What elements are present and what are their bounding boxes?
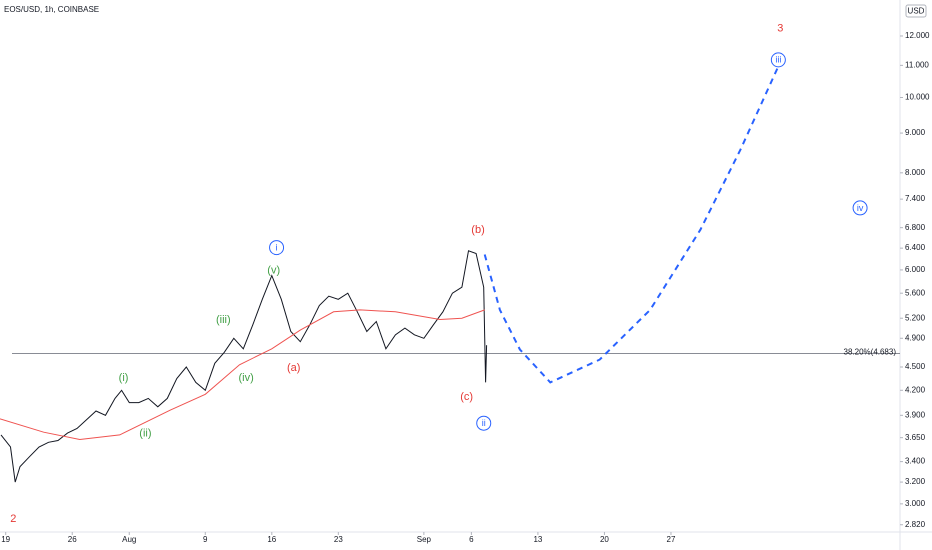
y-tick-label: 9.000 <box>905 128 926 137</box>
x-tick-label: 26 <box>68 535 77 544</box>
series-line <box>483 61 782 384</box>
wave-label: (iv) <box>239 372 254 384</box>
x-tick-label: Sep <box>417 535 432 544</box>
y-tick-label: 3.900 <box>905 410 926 419</box>
y-tick-label: 10.000 <box>905 93 930 102</box>
chart-title: EOS/USD, 1h, COINBASE <box>4 5 99 14</box>
y-tick-label: 11.000 <box>905 60 929 69</box>
x-tick-label: 23 <box>334 535 343 544</box>
y-tick-label: 12.000 <box>905 31 930 40</box>
wave-label: i <box>276 242 278 252</box>
wave-label: ii <box>482 418 486 428</box>
x-tick-label: 9 <box>203 535 208 544</box>
x-tick-label: 6 <box>469 535 474 544</box>
wave-label: iv <box>857 203 864 213</box>
wave-label: 2 <box>10 513 16 525</box>
y-tick-label: 4.500 <box>905 362 926 371</box>
x-tick-label: 16 <box>267 535 276 544</box>
wave-label: 3 <box>777 22 783 34</box>
fib-level-label: 38.20%(4.683) <box>844 348 897 357</box>
series-line <box>0 250 488 483</box>
y-tick-label: 5.600 <box>905 288 926 297</box>
wave-circle <box>852 200 868 216</box>
wave-label: (a) <box>287 362 300 374</box>
y-tick-label: 3.000 <box>905 499 926 508</box>
y-tick-label: 3.650 <box>905 433 926 442</box>
y-tick-label: 4.900 <box>905 333 926 342</box>
currency: USD <box>908 7 925 16</box>
x-tick-label: 19 <box>1 535 10 544</box>
y-tick-label: 2.820 <box>905 520 926 529</box>
y-tick-label: 6.000 <box>905 265 926 274</box>
wave-circle <box>770 52 786 68</box>
series-line <box>0 309 485 441</box>
y-tick-label: 6.800 <box>905 223 926 232</box>
y-tick-label: 3.200 <box>905 477 926 486</box>
wave-label: (b) <box>471 224 484 236</box>
wave-label: (i) <box>119 372 129 384</box>
wave-circle <box>269 240 285 256</box>
y-tick-label: 6.400 <box>905 243 926 252</box>
wave-label: (v) <box>267 264 280 276</box>
x-tick-label: 27 <box>667 535 676 544</box>
y-tick-label: 4.200 <box>905 385 926 394</box>
wave-circle <box>476 415 492 431</box>
y-tick-label: 3.400 <box>905 457 926 466</box>
y-tick-label: 7.400 <box>905 194 926 203</box>
x-tick-label: Aug <box>122 535 136 544</box>
wave-label: (iii) <box>216 314 231 326</box>
x-tick-label: 13 <box>533 535 542 544</box>
y-tick-label: 8.000 <box>905 168 926 177</box>
wave-label: iii <box>775 55 781 65</box>
currency-box[interactable] <box>905 4 927 18</box>
wave-label: (c) <box>460 391 473 403</box>
y-tick-label: 5.200 <box>905 313 926 322</box>
x-tick-label: 20 <box>600 535 609 544</box>
wave-label: (ii) <box>139 427 151 439</box>
